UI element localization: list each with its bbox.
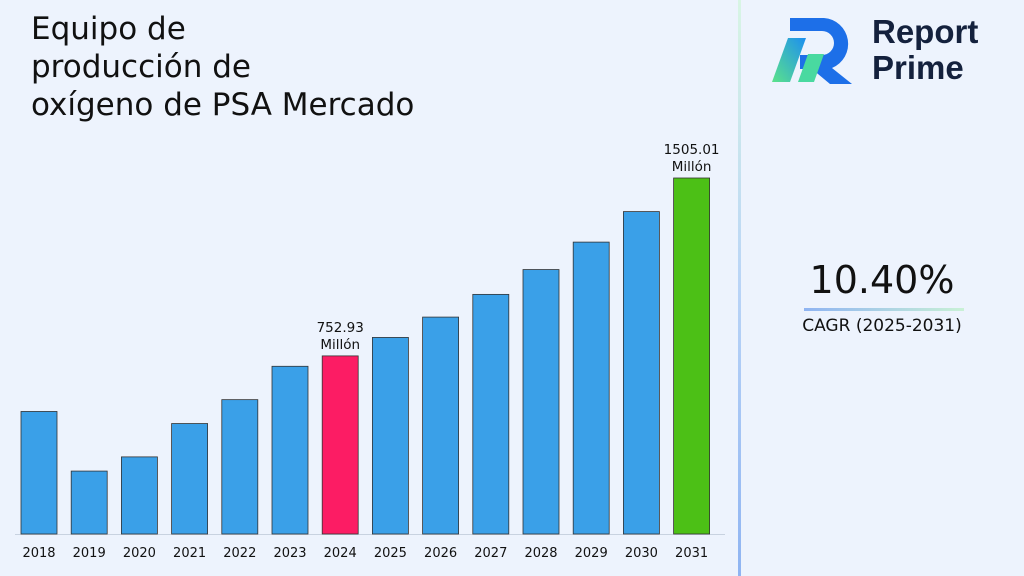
x-tick-label: 2029 — [575, 546, 608, 561]
bar-2026 — [422, 316, 460, 535]
x-tick-label: 2030 — [625, 546, 658, 561]
cagr-underline — [804, 308, 964, 311]
x-tick-label: 2024 — [324, 546, 357, 561]
x-tick-label: 2027 — [474, 546, 507, 561]
logo-line2: Prime — [872, 49, 964, 86]
logo-line1: Report — [872, 13, 979, 50]
data-label: 752.93 — [317, 320, 364, 336]
x-tick-label: 2022 — [223, 546, 256, 561]
data-label: Millón — [672, 159, 712, 175]
bar-2028 — [522, 269, 560, 535]
x-tick-label: 2020 — [123, 546, 156, 561]
bar-2024 — [321, 355, 359, 535]
data-label: 1505.01 — [664, 142, 720, 158]
report-prime-logo-icon — [772, 18, 852, 84]
bar-2030 — [623, 211, 660, 535]
cagr-value: 10.40% — [809, 258, 955, 302]
bar-2018 — [20, 411, 58, 535]
bar-2022 — [221, 399, 259, 535]
bar-2020 — [121, 456, 158, 535]
chart-title: Equipo de producción de oxígeno de PSA M… — [31, 11, 415, 123]
bar-2019 — [70, 470, 108, 535]
x-tick-label: 2028 — [524, 546, 557, 561]
x-tick-label: 2021 — [173, 546, 206, 561]
x-tick-label: 2031 — [675, 546, 708, 561]
logo-text: Report Prime — [872, 14, 978, 86]
data-label: Millón — [320, 337, 360, 353]
divider — [738, 0, 741, 576]
bar-2027 — [472, 293, 510, 535]
cagr-label: CAGR (2025-2031) — [802, 316, 962, 336]
bar-chart: 2018 2019 2020 2021 2022 2023 2024752.93Millón… — [15, 142, 725, 561]
x-tick-label: 2018 — [22, 546, 55, 561]
bar-2025 — [371, 337, 409, 535]
bar-2031 — [673, 177, 710, 535]
bar-2021 — [171, 423, 209, 535]
x-tick-label: 2023 — [273, 546, 306, 561]
bar-2029 — [572, 241, 610, 535]
x-tick-label: 2025 — [374, 546, 407, 561]
x-tick-label: 2026 — [424, 546, 457, 561]
bar-2023 — [271, 365, 309, 535]
x-tick-label: 2019 — [73, 546, 106, 561]
